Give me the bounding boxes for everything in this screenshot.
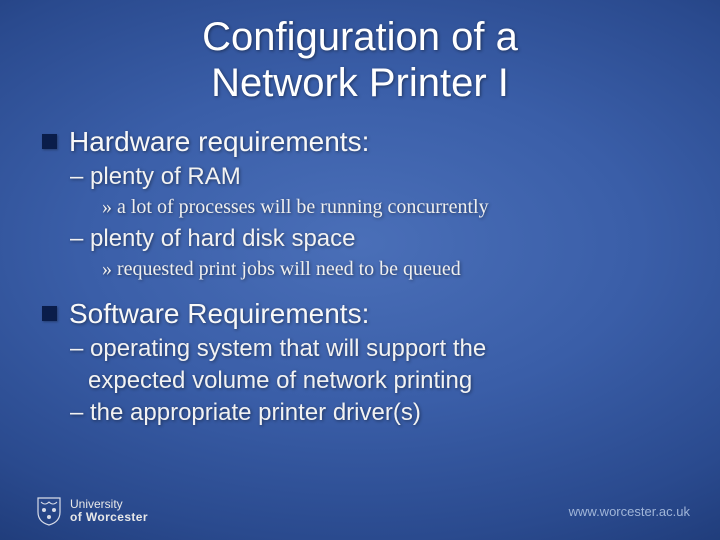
uni-line2: of Worcester	[70, 511, 148, 524]
sw-driver: – the appropriate printer driver(s)	[70, 398, 690, 428]
hw-ram-detail: » a lot of processes will be running con…	[102, 194, 690, 220]
sw-os-line2: expected volume of network printing	[88, 366, 690, 396]
title-line-1: Configuration of a	[202, 15, 518, 59]
title-line-2: Network Printer I	[211, 61, 509, 105]
footer-url: www.worcester.ac.uk	[569, 504, 690, 519]
slide-footer: University of Worcester www.worcester.ac…	[0, 496, 720, 526]
slide-content: Hardware requirements: – plenty of RAM »…	[42, 126, 690, 430]
hw-ram: – plenty of RAM	[70, 162, 690, 192]
bullet-software: Software Requirements:	[42, 298, 690, 330]
bullet-hardware: Hardware requirements:	[42, 126, 690, 158]
university-name: University of Worcester	[70, 498, 148, 523]
sw-os-line1: – operating system that will support the	[70, 334, 690, 364]
hw-disk: – plenty of hard disk space	[70, 224, 690, 254]
slide-title: Configuration of a Network Printer I	[0, 14, 720, 106]
crest-icon	[36, 496, 62, 526]
university-logo: University of Worcester	[36, 496, 148, 526]
hw-disk-detail: » requested print jobs will need to be q…	[102, 256, 690, 282]
slide: Configuration of a Network Printer I Har…	[0, 0, 720, 540]
square-bullet-icon	[42, 306, 57, 321]
hardware-heading: Hardware requirements:	[69, 126, 369, 158]
software-heading: Software Requirements:	[69, 298, 369, 330]
square-bullet-icon	[42, 134, 57, 149]
